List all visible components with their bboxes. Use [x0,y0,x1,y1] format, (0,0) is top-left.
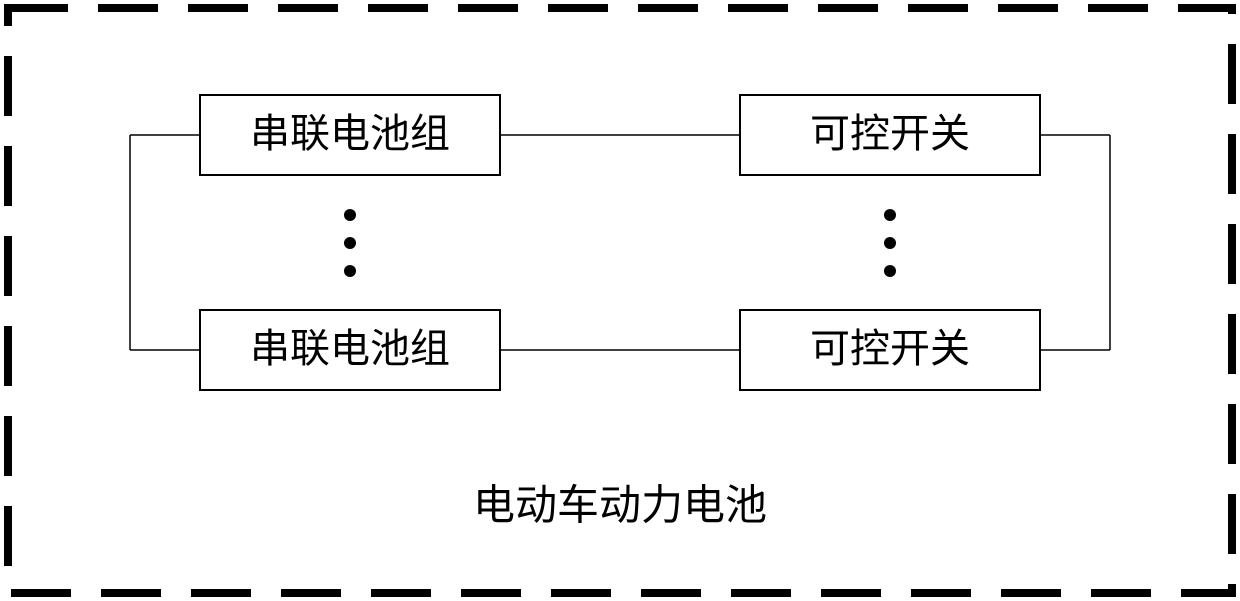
ellipsis-dot [884,209,896,221]
node-bp2-label: 串联电池组 [250,326,450,371]
node-bp1-label: 串联电池组 [250,111,450,156]
ellipsis-dot [884,265,896,277]
ellipsis-dot [344,265,356,277]
node-sw1-label: 可控开关 [810,111,970,156]
node-bp2: 串联电池组 [200,310,500,390]
diagram-caption: 电动车动力电池 [473,484,767,530]
ellipsis-dot [344,209,356,221]
battery-diagram: 串联电池组 可控开关 串联电池组 可控开关 电动车动力电池 [0,0,1240,601]
ellipsis-dot [884,237,896,249]
node-bp1: 串联电池组 [200,95,500,175]
node-sw2-label: 可控开关 [810,326,970,371]
ellipsis-left [344,209,356,277]
node-sw2: 可控开关 [740,310,1040,390]
node-sw1: 可控开关 [740,95,1040,175]
ellipsis-dot [344,237,356,249]
ellipsis-right [884,209,896,277]
